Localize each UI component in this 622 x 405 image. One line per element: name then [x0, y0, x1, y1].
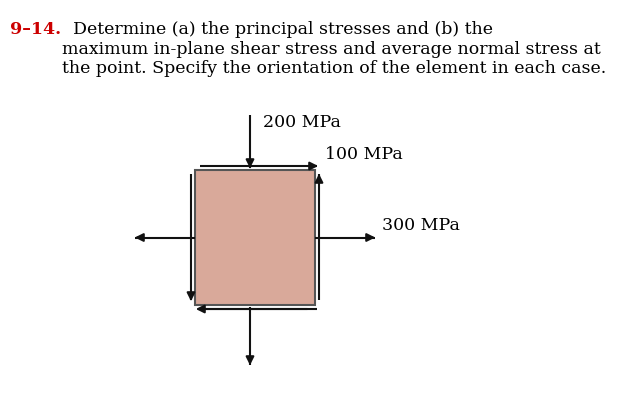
- Text: 300 MPa: 300 MPa: [382, 217, 460, 234]
- Text: 100 MPa: 100 MPa: [325, 146, 403, 162]
- Text: 9–14.: 9–14.: [10, 21, 61, 38]
- Bar: [195, 171, 315, 305]
- Text: 200 MPa: 200 MPa: [263, 114, 341, 131]
- Text: Determine (a) the principal stresses and (b) the
maximum in-plane shear stress a: Determine (a) the principal stresses and…: [62, 21, 606, 77]
